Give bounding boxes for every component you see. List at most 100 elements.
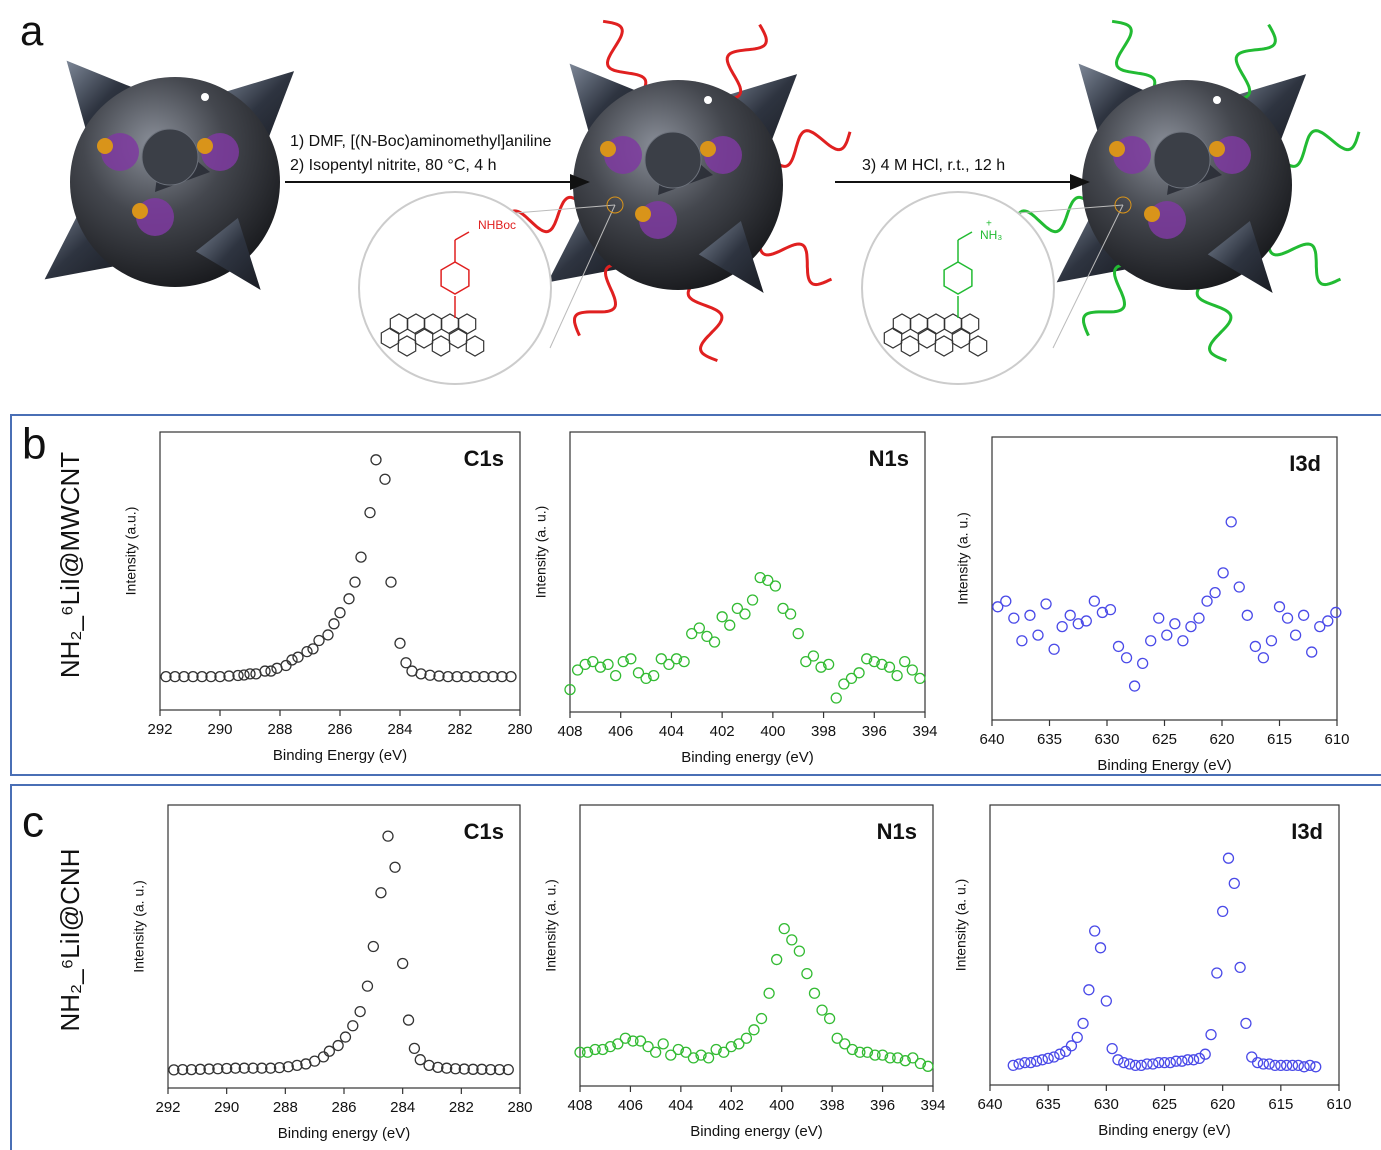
ring xyxy=(457,313,477,335)
data-point xyxy=(1153,612,1165,624)
x-axis-label: Binding Energy (eV) xyxy=(273,747,407,764)
data-point xyxy=(1257,1058,1270,1070)
data-point xyxy=(1251,1056,1264,1069)
data-point xyxy=(402,1014,415,1026)
x-tick-label: 288 xyxy=(267,721,292,738)
x-tick-label: 404 xyxy=(659,723,684,740)
data-point xyxy=(292,651,304,663)
highlight xyxy=(1213,96,1221,104)
y-axis-label: Intensity (a. u.) xyxy=(131,880,147,973)
data-point xyxy=(1036,1054,1048,1066)
x-tick-label: 404 xyxy=(668,1097,693,1114)
data-point xyxy=(322,629,334,641)
data-point xyxy=(339,1031,352,1043)
x-tick-label: 408 xyxy=(567,1097,592,1114)
x-tick-label: 400 xyxy=(760,723,785,740)
data-point xyxy=(307,643,319,655)
x-tick-label: 290 xyxy=(207,721,232,738)
data-point xyxy=(1016,635,1028,647)
data-point xyxy=(815,661,827,673)
x-tick-label: 402 xyxy=(710,723,735,740)
data-point xyxy=(203,1063,215,1075)
data-point xyxy=(884,1052,896,1064)
data-point xyxy=(205,670,217,683)
data-point xyxy=(823,1012,836,1025)
data-point xyxy=(1249,640,1261,653)
data-point xyxy=(1048,1051,1060,1063)
iodine-dot xyxy=(700,141,716,157)
data-point xyxy=(792,627,804,640)
ring xyxy=(440,261,470,295)
data-point xyxy=(367,940,379,953)
data-point xyxy=(394,637,406,649)
data-point xyxy=(1094,942,1107,954)
data-point xyxy=(458,1063,470,1075)
horn-cone xyxy=(1228,74,1307,151)
linker-chain xyxy=(572,263,626,337)
data-point xyxy=(265,1062,277,1074)
data-point xyxy=(1112,640,1125,653)
data-point xyxy=(1273,601,1286,613)
data-point xyxy=(196,670,208,683)
data-point xyxy=(354,1005,366,1018)
plot-frame xyxy=(991,436,1338,721)
chart-title: I3d xyxy=(1291,819,1323,844)
x-tick-label: 625 xyxy=(1152,731,1177,748)
data-point xyxy=(861,653,873,665)
data-point xyxy=(831,1032,843,1044)
horn-cone xyxy=(1207,220,1273,293)
y-axis-label: Intensity (a. u.) xyxy=(953,879,969,972)
data-point xyxy=(725,1041,737,1053)
data-point xyxy=(1013,1058,1025,1070)
data-point xyxy=(1007,1059,1019,1072)
data-point xyxy=(784,608,797,620)
data-point xyxy=(808,987,821,999)
linker-chain xyxy=(1010,195,1096,234)
y-axis-label: Intensity (a. u.) xyxy=(533,506,549,599)
data-point xyxy=(1185,620,1197,633)
data-point xyxy=(1120,652,1133,664)
data-point xyxy=(1158,1056,1171,1069)
data-point xyxy=(1064,609,1076,621)
linker-chain xyxy=(1195,276,1233,363)
data-point xyxy=(1019,1056,1031,1069)
zoom-spot xyxy=(606,196,624,214)
ring xyxy=(380,327,400,349)
group-label: NH₃ xyxy=(980,228,1002,242)
panel-frame xyxy=(10,784,1381,1150)
data-point xyxy=(1298,609,1310,621)
data-point xyxy=(1205,1028,1217,1041)
x-tick-label: 635 xyxy=(1036,1096,1061,1113)
data-point xyxy=(1199,1048,1211,1060)
data-point xyxy=(632,667,645,679)
data-point xyxy=(1104,603,1117,616)
data-point xyxy=(467,1063,479,1075)
data-point xyxy=(238,1062,250,1074)
data-point xyxy=(177,1063,189,1076)
data-point xyxy=(244,668,256,680)
data-point xyxy=(1228,877,1240,890)
data-point xyxy=(476,1063,488,1075)
data-point xyxy=(1141,1058,1153,1070)
chart-title: I3d xyxy=(1289,451,1321,476)
horn-opening xyxy=(1153,131,1211,189)
data-point xyxy=(1161,629,1173,641)
data-point xyxy=(433,670,445,682)
data-point xyxy=(194,1063,206,1075)
data-point xyxy=(861,1046,874,1058)
data-point xyxy=(816,1004,828,1016)
data-point xyxy=(617,655,629,668)
data-point xyxy=(478,670,490,683)
data-point xyxy=(379,473,391,485)
data-point xyxy=(502,1063,514,1076)
data-point xyxy=(487,670,499,683)
horn-cone xyxy=(569,63,645,142)
group-label: NHBoc xyxy=(478,218,516,232)
zoom-line xyxy=(1052,204,1124,349)
data-point xyxy=(185,1063,198,1076)
data-point xyxy=(1025,1056,1037,1069)
data-point xyxy=(612,1038,624,1050)
data-point xyxy=(1096,606,1109,619)
x-axis-label: Binding energy (eV) xyxy=(1098,1122,1231,1139)
data-point xyxy=(876,658,888,671)
